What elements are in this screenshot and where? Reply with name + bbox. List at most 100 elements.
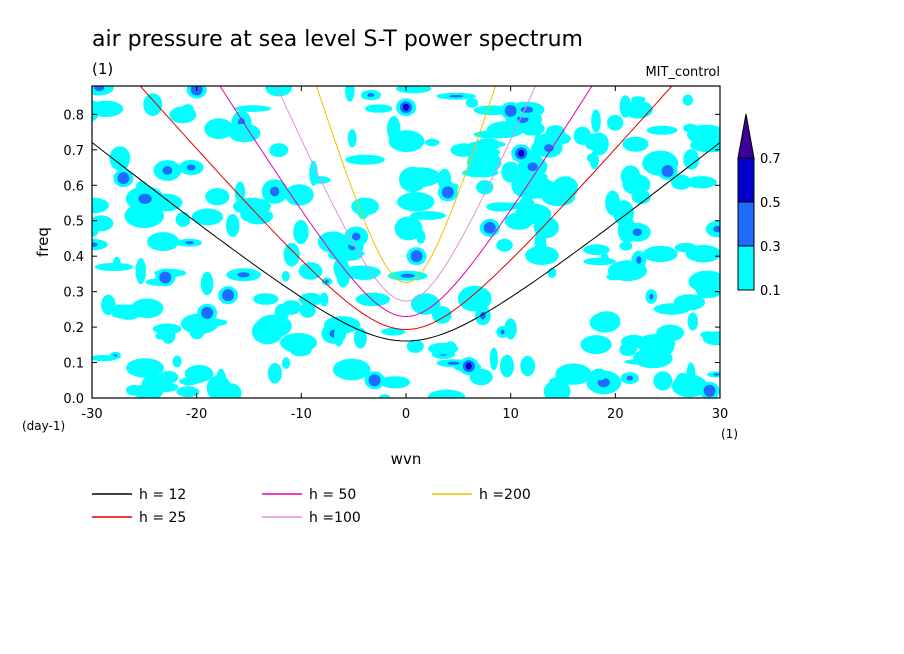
noise-patch [653, 371, 673, 391]
noise-core [449, 94, 464, 98]
noise-patch [101, 294, 116, 315]
noise-patch [133, 383, 164, 398]
noise-patch [92, 100, 124, 117]
noise-patch [298, 292, 323, 306]
noise-patch [334, 325, 344, 347]
legend-label: h =200 [479, 487, 531, 503]
noise-core [94, 86, 105, 91]
noise-patch [686, 124, 720, 145]
noise-patch [293, 220, 309, 245]
colorbar-segment [737, 157, 755, 203]
y-tick-label: 0.8 [63, 108, 84, 123]
legend-label: h = 50 [309, 487, 356, 503]
y-tick-label: 0.4 [63, 250, 84, 265]
noise-patch [176, 386, 200, 398]
spectral-noise [92, 86, 720, 398]
noise-patch [427, 342, 459, 355]
noise-patch [135, 258, 146, 285]
noise-patch [486, 121, 524, 138]
noise-patch [583, 244, 610, 256]
y-tick-label: 0.0 [63, 392, 84, 407]
noise-patch [465, 97, 479, 108]
noise-patch [397, 192, 435, 212]
noise-patch [515, 203, 552, 225]
noise-patch [653, 303, 690, 315]
noise-patch [619, 95, 632, 118]
y-tick-label: 0.3 [63, 286, 84, 301]
noise-patch [379, 376, 411, 389]
noise-patch [364, 104, 393, 113]
noise-patch [345, 154, 385, 165]
noise-patch [228, 123, 261, 143]
noise-patch [583, 257, 616, 266]
noise-core [649, 293, 654, 300]
noise-patch [400, 167, 441, 188]
x-tick-label: -20 [186, 407, 207, 422]
x-axis: -30 -20 -10 0 10 20 30 [81, 86, 728, 422]
noise-patch [646, 125, 678, 135]
y-unit-label: (day-1) [22, 419, 65, 433]
noise-patch [143, 93, 163, 116]
noise-patch [606, 273, 621, 281]
x-tick-label: -10 [291, 407, 312, 422]
noise-patch [283, 242, 300, 267]
noise-patch [475, 138, 501, 151]
noise-patch [92, 218, 100, 237]
noise-patch [347, 129, 357, 148]
noise-patch [189, 325, 205, 340]
noise-patch [379, 394, 390, 398]
noise-patch [543, 380, 571, 398]
hotspot-core [518, 149, 525, 157]
noise-patch [520, 355, 536, 377]
noise-core [400, 273, 415, 278]
noise-core [626, 375, 633, 381]
noise-patch [225, 214, 240, 237]
noise-patch [687, 312, 698, 331]
noise-patch [613, 200, 634, 226]
noise-patch [243, 208, 274, 225]
noise-patch [234, 105, 271, 112]
noise-patch [428, 389, 466, 398]
noise-patch [92, 197, 109, 214]
colorbar-label: 0.3 [760, 240, 781, 255]
noise-patch [255, 314, 292, 338]
noise-core [237, 272, 250, 278]
x-tick-label: 0 [402, 407, 410, 422]
noise-patch [552, 176, 579, 200]
noise-patch [410, 293, 441, 315]
y-axis-label: freq [34, 227, 52, 257]
noise-core [520, 106, 533, 113]
noise-patch [516, 174, 552, 199]
noise-core [447, 361, 460, 365]
colorbar: 0.7 0.5 0.3 0.1 [737, 113, 781, 299]
noise-patch [356, 200, 370, 220]
noise-patch [130, 298, 164, 319]
chart-subtitle-left: (1) [92, 60, 113, 78]
noise-patch [381, 327, 405, 336]
noise-patch [187, 368, 207, 384]
noise-patch [111, 310, 137, 319]
noise-patch [682, 94, 693, 106]
noise-patch [342, 265, 381, 280]
x-tick-label: 30 [712, 407, 729, 422]
noise-patch [671, 174, 692, 190]
noise-patch [281, 271, 290, 282]
noise-patch [147, 232, 180, 252]
noise-patch [424, 138, 440, 147]
colorbar-segment [737, 201, 755, 247]
noise-patch [267, 362, 282, 384]
noise-patch [269, 143, 289, 158]
noise-patch [705, 221, 720, 238]
hotspot-mid [410, 250, 423, 263]
hotspot-mid [504, 104, 517, 117]
noise-core [527, 162, 538, 172]
noise-patch [590, 368, 608, 381]
x-tick-label: 10 [502, 407, 519, 422]
noise-patch [622, 136, 649, 152]
hotspot-core [465, 362, 472, 370]
noise-patch [92, 238, 108, 251]
noise-patch [580, 335, 612, 355]
noise-patch [353, 327, 367, 349]
noise-patch [450, 143, 478, 157]
noise-core [138, 193, 152, 204]
